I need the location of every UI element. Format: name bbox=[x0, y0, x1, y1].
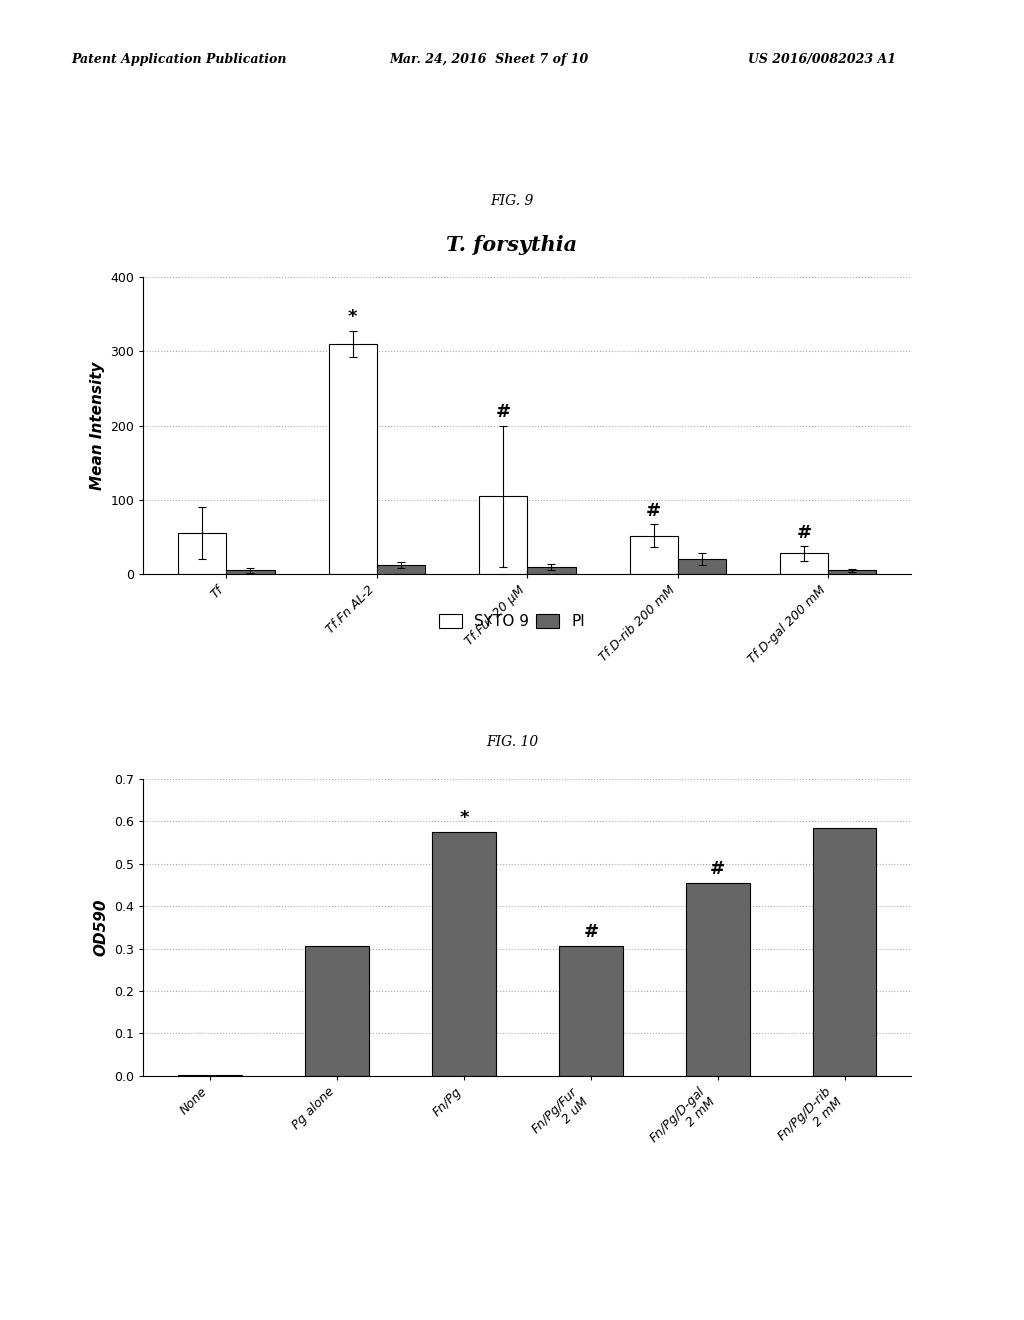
Text: #: # bbox=[797, 524, 812, 541]
Text: *: * bbox=[459, 809, 469, 826]
Bar bbox=[479, 496, 527, 574]
Bar bbox=[630, 536, 678, 574]
Text: #: # bbox=[496, 403, 511, 421]
Bar bbox=[828, 570, 877, 574]
Bar bbox=[527, 566, 575, 574]
Bar bbox=[780, 553, 828, 574]
Text: #: # bbox=[711, 859, 725, 878]
Text: T. forsythia: T. forsythia bbox=[446, 235, 578, 255]
Bar bbox=[226, 570, 274, 574]
Text: FIG. 10: FIG. 10 bbox=[485, 735, 539, 748]
Text: #: # bbox=[646, 502, 662, 520]
Text: *: * bbox=[348, 308, 357, 326]
Bar bbox=[329, 345, 377, 574]
Y-axis label: OD590: OD590 bbox=[94, 899, 109, 956]
Text: Mar. 24, 2016  Sheet 7 of 10: Mar. 24, 2016 Sheet 7 of 10 bbox=[389, 53, 589, 66]
Bar bbox=[686, 883, 750, 1076]
Text: FIG. 9: FIG. 9 bbox=[490, 194, 534, 207]
Bar bbox=[305, 946, 369, 1076]
Text: #: # bbox=[584, 923, 598, 941]
Bar bbox=[813, 828, 877, 1076]
Text: US 2016/0082023 A1: US 2016/0082023 A1 bbox=[748, 53, 896, 66]
Y-axis label: Mean Intensity: Mean Intensity bbox=[90, 362, 104, 490]
Bar bbox=[178, 533, 226, 574]
Bar bbox=[678, 560, 726, 574]
Legend: SYTO 9, PI: SYTO 9, PI bbox=[432, 609, 592, 635]
Text: Patent Application Publication: Patent Application Publication bbox=[72, 53, 287, 66]
Bar bbox=[432, 832, 496, 1076]
Bar bbox=[559, 946, 623, 1076]
Bar bbox=[377, 565, 425, 574]
